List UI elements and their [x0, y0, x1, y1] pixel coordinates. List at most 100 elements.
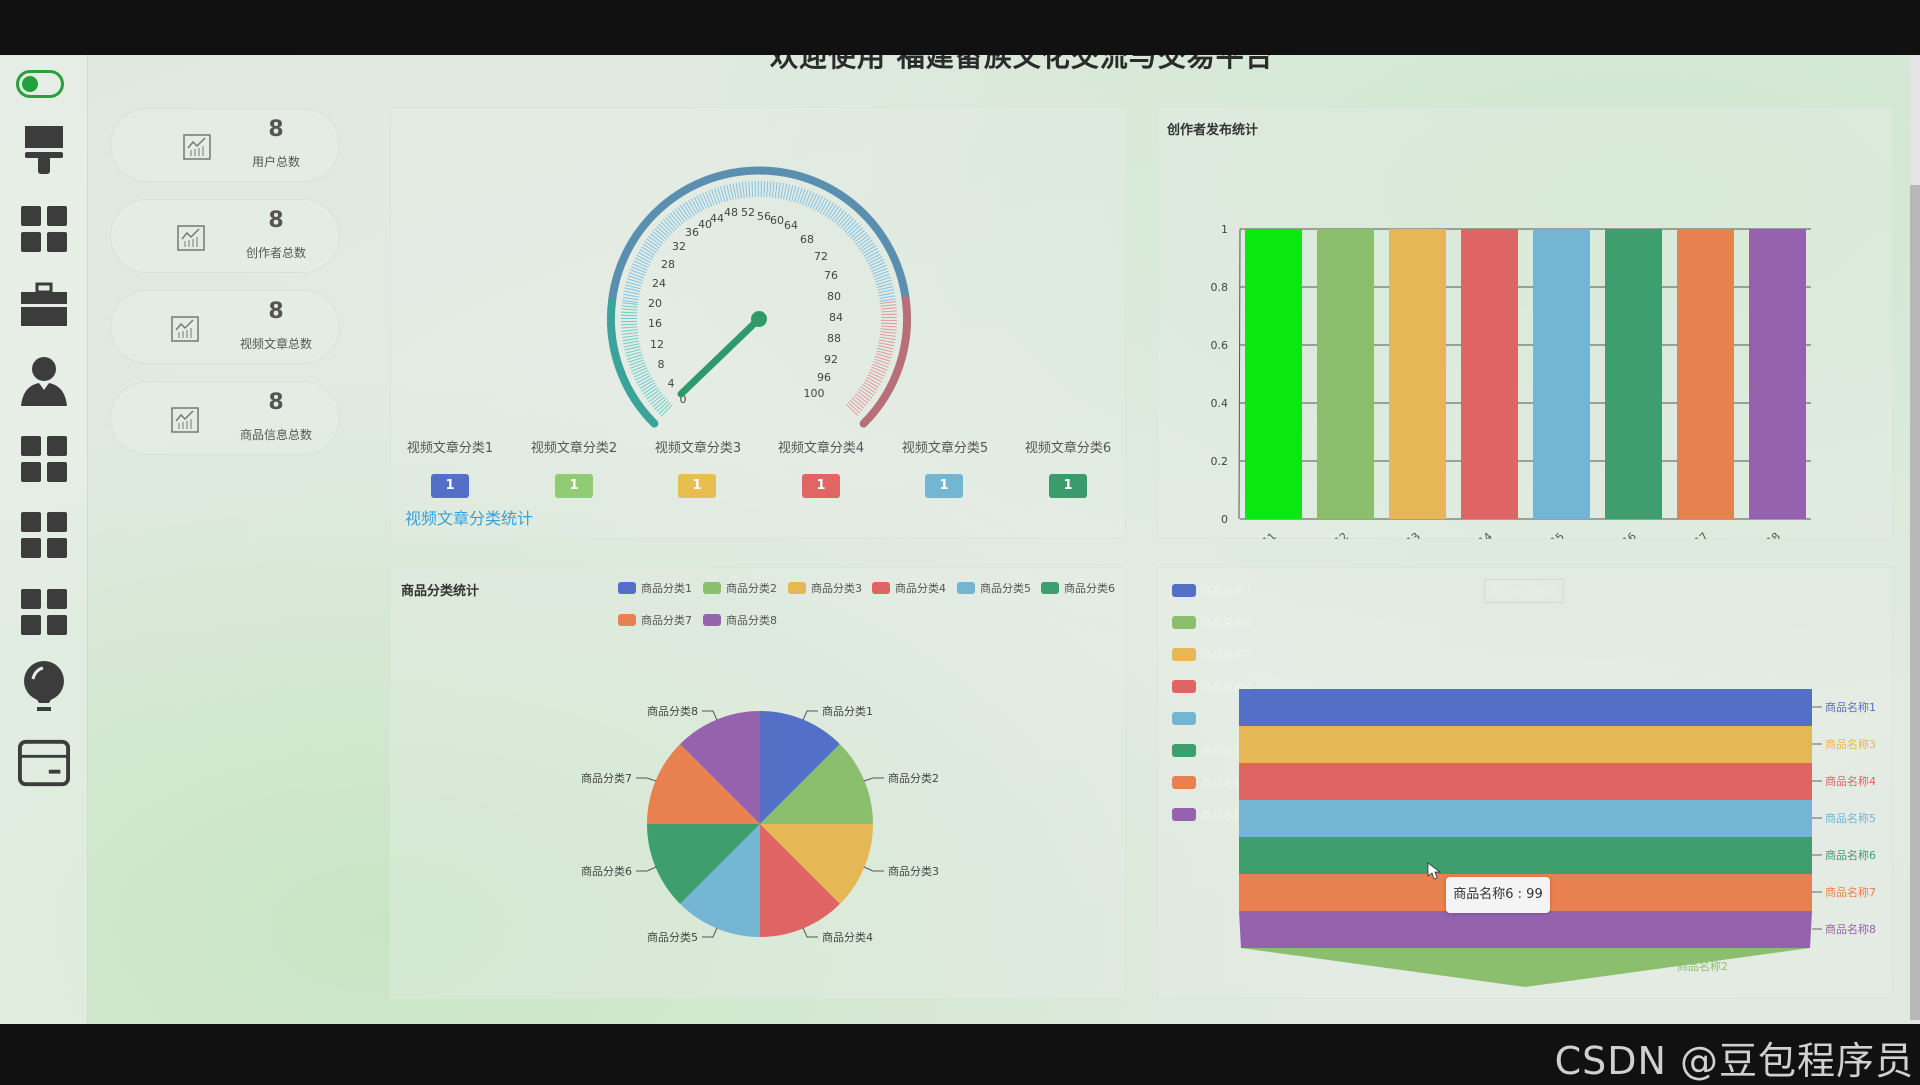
sidebar-item-brush[interactable]: [18, 125, 70, 177]
pie-legend-item[interactable]: 商品分类1: [618, 580, 692, 596]
sidebar-item-card[interactable]: [18, 737, 70, 789]
pie-legend-item[interactable]: 商品分类8: [703, 612, 777, 628]
svg-text:商品名称1: 商品名称1: [1825, 700, 1876, 714]
svg-text:28: 28: [661, 258, 675, 271]
gauge-category-badge: 1: [925, 474, 963, 498]
stat-label: 创作者总数: [245, 246, 306, 260]
svg-text:48: 48: [724, 206, 738, 219]
svg-text:账号2: 账号2: [1321, 530, 1351, 539]
svg-text:0.2: 0.2: [1211, 455, 1229, 468]
gauge-category-label: 视频文章分类5: [901, 441, 989, 456]
pie-legend-item[interactable]: 商品分类5: [957, 580, 1031, 596]
svg-text:商品分类7: 商品分类7: [581, 771, 632, 785]
grid-icon: [21, 206, 67, 252]
pie-legend-item[interactable]: 商品分类4: [872, 580, 946, 596]
gauge-category-badge: 1: [678, 474, 716, 498]
svg-text:账号3: 账号3: [1393, 530, 1423, 539]
svg-text:52: 52: [741, 206, 755, 219]
sidebar-item-grid-3[interactable]: [18, 509, 70, 561]
svg-text:商品分类8: 商品分类8: [647, 704, 698, 718]
dashboard-screen: 欢迎使用 福建畲族文化交流与交易平台 8 用户总数 8 创作者总数 8 视频文章…: [0, 55, 1920, 1024]
sidebar: [0, 55, 88, 1024]
stat-card-videos: 8 视频文章总数: [110, 290, 340, 364]
gauge-category-badge: 1: [555, 474, 593, 498]
user-icon: [21, 357, 67, 406]
svg-text:账号7: 账号7: [1681, 530, 1711, 539]
svg-text:4: 4: [668, 377, 675, 390]
svg-text:92: 92: [824, 353, 838, 366]
gauge-category-badge: 1: [431, 474, 469, 498]
sidebar-item-grid-4[interactable]: [18, 586, 70, 638]
pie-chart-title: 商品分类统计: [401, 584, 480, 599]
svg-text:12: 12: [650, 338, 664, 351]
svg-text:商品分类2: 商品分类2: [888, 771, 939, 785]
svg-text:0.6: 0.6: [1211, 339, 1229, 352]
watermark: CSDN @豆包程序员: [1554, 1039, 1914, 1083]
gauge-category-label: 视频文章分类4: [777, 441, 865, 456]
toggle-knob: [22, 76, 38, 92]
stat-label: 商品信息总数: [239, 428, 312, 442]
stat-card-products: 8 商品信息总数: [110, 381, 340, 455]
scroll-thumb[interactable]: [1910, 185, 1920, 1020]
funnel-chart-title: 商品销量统计: [1484, 579, 1564, 603]
chart-icon: [171, 407, 199, 433]
brush-icon: [25, 126, 63, 174]
stat-value: 8: [268, 117, 284, 142]
video-category-stats-link[interactable]: 视频文章分类统计: [405, 509, 534, 528]
svg-text:0: 0: [680, 393, 687, 406]
svg-text:60: 60: [770, 214, 784, 227]
svg-text:24: 24: [652, 277, 666, 290]
svg-text:68: 68: [800, 233, 814, 246]
svg-text:商品名称2: 商品名称2: [1677, 959, 1728, 973]
sidebar-toggle[interactable]: [16, 70, 64, 98]
stat-label: 视频文章总数: [239, 337, 312, 351]
video-bottom-bar: CSDN @豆包程序员: [0, 1024, 1920, 1083]
page-scrollbar[interactable]: [1910, 55, 1920, 1024]
svg-text:商品名称4: 商品名称4: [1825, 774, 1876, 788]
pie-legend-item[interactable]: 商品分类3: [788, 580, 862, 596]
stat-value: 8: [268, 299, 284, 324]
svg-text:44: 44: [710, 212, 724, 225]
stat-card-creators: 8 创作者总数: [110, 199, 340, 273]
funnel-chart: 商品名称1 商品名称2 商品名称3 商品名称4 商品名称6 商品名称7 商品名称…: [1172, 584, 1876, 987]
gauge-category-label: 视频文章分类2: [530, 441, 618, 456]
bar-chart: 10.80.6 0.40.20 账号1 账号2 账号3 账号4 账号5 账号6 …: [1211, 223, 1811, 539]
svg-text:账号8: 账号8: [1753, 530, 1783, 539]
gauge-category-badge: 1: [1049, 474, 1087, 498]
pie-legend-item[interactable]: 商品分类2: [703, 580, 777, 596]
svg-text:账号5: 账号5: [1537, 530, 1567, 539]
pie-legend-item[interactable]: 商品分类7: [618, 612, 692, 628]
sidebar-item-briefcase[interactable]: [18, 279, 70, 331]
pie-chart: 商品分类1 商品分类2 商品分类3 商品分类4 商品分类5 商品分类6 商品分类…: [581, 704, 939, 944]
gauge-category-label: 视频文章分类3: [654, 441, 742, 456]
svg-text:36: 36: [685, 226, 699, 239]
grid-icon: [21, 512, 67, 558]
svg-text:商品分类5: 商品分类5: [647, 930, 698, 944]
grid-icon: [21, 436, 67, 482]
svg-text:64: 64: [784, 219, 798, 232]
svg-text:80: 80: [827, 290, 841, 303]
svg-text:0: 0: [1221, 513, 1228, 526]
stat-label: 用户总数: [251, 155, 300, 169]
pie-legend-item[interactable]: 商品分类6: [1041, 580, 1115, 596]
briefcase-icon: [21, 282, 67, 326]
svg-text:商品名称6: 商品名称6: [1825, 848, 1876, 862]
svg-text:84: 84: [829, 311, 843, 324]
gauge-category-label: 视频文章分类6: [1024, 441, 1112, 456]
svg-text:商品名称5: 商品名称5: [1825, 811, 1876, 825]
stat-value: 8: [268, 208, 284, 233]
sidebar-item-lightbulb[interactable]: [18, 661, 70, 713]
svg-text:56: 56: [757, 210, 771, 223]
svg-text:商品名称3: 商品名称3: [1825, 737, 1876, 751]
sidebar-item-user[interactable]: [18, 355, 70, 407]
svg-text:账号6: 账号6: [1609, 530, 1639, 539]
svg-text:账号1: 账号1: [1249, 530, 1279, 539]
bar-chart-title: 创作者发布统计: [1167, 123, 1259, 138]
svg-text:76: 76: [824, 269, 838, 282]
page-title: 欢迎使用 福建畲族文化交流与交易平台: [770, 55, 1274, 73]
svg-text:商品分类1: 商品分类1: [822, 704, 873, 718]
sidebar-item-grid-1[interactable]: [18, 203, 70, 255]
chart-icon: [183, 134, 211, 160]
sidebar-item-grid-2[interactable]: [18, 433, 70, 485]
